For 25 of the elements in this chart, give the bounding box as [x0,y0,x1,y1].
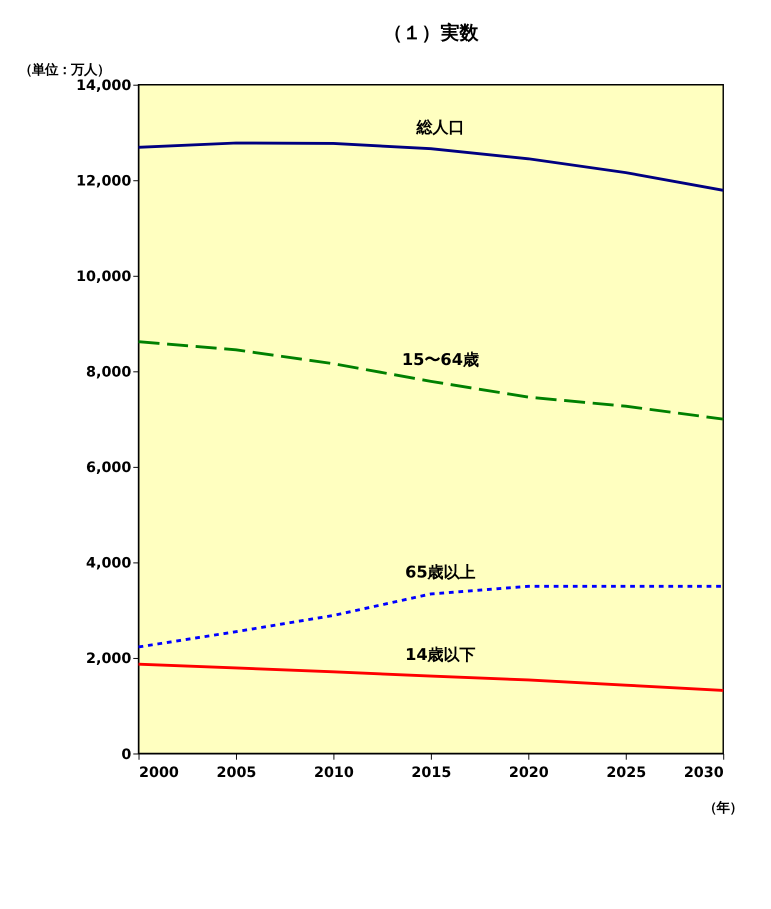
series-label: 総人口 [415,117,464,136]
y-tick-label: 6,000 [86,460,132,476]
line-series [137,142,725,192]
y-tick-label: 2,000 [86,651,132,668]
series-label: 15〜64歳 [402,350,480,370]
line-series [137,340,725,421]
x-tick-label: 2020 [508,764,549,781]
x-axis-title: （年） [703,800,742,816]
x-tick-label: 2010 [314,764,354,781]
chart-title: （１）実数 [383,20,480,44]
series-label: 65歳以上 [405,562,476,582]
x-tick-label: 2025 [606,764,646,781]
y-tick-label: 14,000 [76,78,132,94]
y-tick-label: 8,000 [86,364,132,381]
x-tick-label: 2000 [139,764,179,781]
y-tick-label: 0 [121,746,132,763]
x-tick-label: 2030 [684,764,724,781]
x-tick-label: 2005 [216,764,256,781]
series-label: 14歳以下 [405,644,476,664]
line-series [137,662,725,692]
y-axis-title: （単位：万人） [19,63,110,78]
y-tick-label: 10,000 [76,269,132,286]
y-tick-label: 12,000 [76,174,132,190]
y-tick-label: 4,000 [86,556,132,572]
x-tick-label: 2015 [411,764,452,781]
